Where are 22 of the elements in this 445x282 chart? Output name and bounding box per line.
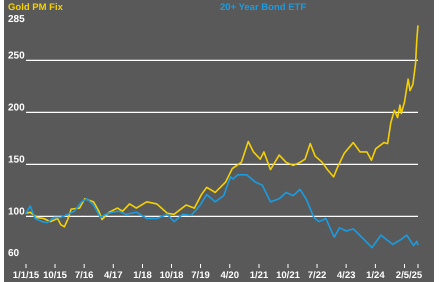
y-tick-label: 250	[8, 50, 26, 62]
x-tick-label: 1/18	[133, 270, 152, 281]
text: 20+ Year Bond ETF	[220, 2, 306, 13]
x-tick-label: 1/24	[366, 270, 386, 281]
x-tick-label: 4/23	[336, 270, 356, 281]
x-tick-label: 7/22	[308, 270, 326, 281]
y-tick-label: 200	[8, 102, 26, 114]
x-tick-label: 10/18	[160, 270, 184, 281]
x-tick-label: 4/17	[104, 270, 123, 281]
y-tick-label: 150	[8, 154, 26, 166]
x-tick-label: 7/19	[191, 270, 210, 281]
text: Gold PM Fix	[8, 2, 64, 13]
x-tick-label: 10/21	[276, 270, 301, 281]
y-tick-label: 100	[8, 206, 26, 218]
y-tick-label: 60	[8, 248, 20, 259]
x-tick-label: 2/5/25	[396, 270, 423, 281]
y-tick-label: 285	[8, 14, 26, 25]
x-tick-label: 10/15	[43, 270, 68, 281]
x-tick-label: 4/20	[220, 270, 240, 281]
x-tick-label: 1/1/15	[12, 270, 40, 281]
x-tick-label: 1/21	[250, 270, 269, 281]
x-tick-label: 7/16	[74, 270, 94, 281]
